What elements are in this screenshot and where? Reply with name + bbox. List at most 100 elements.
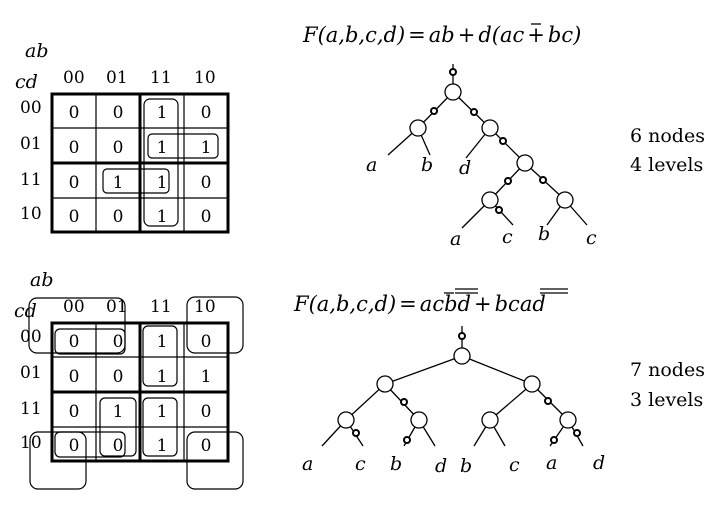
kmap-bottom-group-bcd (99, 397, 137, 457)
formula-top-text: F(a,b,c,d) = ab + d(ac + bc) (302, 23, 581, 47)
kmap-bottom-cell: 0 (201, 332, 212, 352)
kmap-top-cell: 0 (201, 207, 212, 227)
tree-node (481, 119, 499, 137)
kmap-bottom-cell: 0 (69, 367, 80, 387)
kmap-bottom-group-pair (54, 431, 126, 458)
kmap-bottom-cell: 0 (69, 402, 80, 422)
kmap-top-row-label: 01 (20, 134, 42, 154)
tree-bottom (321, 326, 584, 447)
tree-node (444, 83, 462, 101)
kmap-top-cell: 0 (201, 173, 212, 193)
tree-top-leaves: a b d a c b c (366, 154, 597, 250)
kmap-bottom-cell: 0 (201, 402, 212, 422)
tree-node (453, 347, 471, 365)
kmap-bottom-cell: 0 (201, 436, 212, 456)
tree-leaf: c (586, 227, 597, 249)
kmap-bottom-cell: 1 (113, 402, 124, 422)
kmap-top-group-abc-bar (147, 133, 219, 159)
tree-leaf: b (538, 223, 550, 245)
kmap-bottom-cell: 0 (113, 332, 124, 352)
kmap-bottom-cell: 1 (157, 436, 168, 456)
kmap-top-cell: 0 (69, 103, 80, 123)
tree-leaf: c (509, 454, 520, 476)
kmap-top-group-ab (143, 98, 179, 227)
kmap-top-row-label: 00 (20, 98, 42, 118)
kmap-top-row-var: ab (25, 40, 49, 62)
kmap-top-cell: 0 (69, 173, 80, 193)
tree-node (516, 154, 534, 172)
stats-bottom-nodes: 7 nodes (630, 359, 705, 381)
kmap-top-cell: 1 (113, 173, 124, 193)
formula-bottom: F(a,b,c,d) = acbd + bcad (293, 288, 568, 316)
kmap-top-cell: 1 (157, 207, 168, 227)
kmap-bottom-row-label: 01 (20, 363, 42, 383)
tree-node (376, 375, 394, 393)
tree-leaf: c (502, 226, 513, 248)
tree-leaf: d (459, 157, 471, 179)
kmap-top-col-label: 10 (194, 68, 216, 88)
kmap-bottom-cell: 0 (113, 436, 124, 456)
tree-node (410, 411, 428, 429)
kmap-bottom-row-label: 10 (20, 433, 42, 453)
kmap-bottom-group-ab (142, 397, 178, 457)
tree-node (556, 191, 574, 209)
kmap-top-cell: 0 (113, 103, 124, 123)
kmap-top-row-label: 10 (20, 204, 42, 224)
kmap-top-cell: 0 (201, 103, 212, 123)
kmap-bottom-cell: 1 (157, 332, 168, 352)
stats-top-levels: 4 levels (630, 154, 703, 176)
kmap-top-cell: 1 (201, 138, 212, 158)
tree-leaf: a (302, 453, 313, 475)
kmap-bottom-group-corner (186, 296, 244, 354)
stats-top-nodes: 6 nodes (630, 125, 705, 147)
tree-leaf: a (546, 452, 557, 474)
kmap-bottom-cell: 0 (113, 367, 124, 387)
tree-node (409, 119, 427, 137)
tree-leaf: d (593, 452, 605, 474)
kmap-top-col-label: 00 (63, 68, 85, 88)
kmap-bottom-group-corner (28, 297, 126, 354)
tree-node (337, 411, 355, 429)
kmap-bottom-row-var: ab (30, 269, 54, 291)
kmap-bottom-cell: 0 (69, 436, 80, 456)
kmap-bottom-col-label: 00 (63, 297, 85, 317)
kmap-bottom-group-corner (186, 431, 244, 490)
kmap-top-col-label: 11 (150, 68, 172, 88)
kmap-bottom-group-pair (54, 328, 126, 355)
kmap-top-cell: 0 (113, 207, 124, 227)
kmap-bottom-cell: 0 (69, 332, 80, 352)
tree-node (523, 375, 541, 393)
tree-leaf: d (435, 455, 447, 477)
kmap-top-cell: 1 (157, 173, 168, 193)
kmap-top-cell: 1 (157, 103, 168, 123)
stats-bottom-levels: 3 levels (630, 389, 703, 411)
tree-leaf: a (366, 154, 377, 176)
tree-leaf: c (355, 453, 366, 475)
kmap-bottom-row-label: 00 (20, 327, 42, 347)
kmap-bottom: ab cd 00 01 11 10 00 01 11 10 0 0 1 0 0 … (14, 269, 244, 490)
kmap-bottom-row-label: 11 (20, 399, 42, 419)
tree-node (481, 411, 499, 429)
tree-node (481, 191, 499, 209)
kmap-bottom-col-label: 01 (106, 297, 128, 317)
kmap-top-col-label: 01 (106, 68, 128, 88)
kmap-top-cell: 0 (69, 138, 80, 158)
kmap-bottom-cell: 1 (201, 367, 212, 387)
kmap-top-group-bcd (102, 168, 170, 194)
kmap-top-cell: 0 (69, 207, 80, 227)
kmap-top: ab cd 00 01 11 10 00 01 11 10 0 0 1 0 0 … (15, 40, 230, 234)
kmap-bottom-col-label: 10 (194, 297, 216, 317)
tree-leaf: b (390, 453, 402, 475)
tree-bottom-leaves: a c b d b c a d (302, 452, 605, 477)
kmap-top-cell: 1 (157, 138, 168, 158)
tree-node (559, 411, 577, 429)
kmap-bottom-cell: 1 (157, 402, 168, 422)
kmap-bottom-group-ab (142, 325, 178, 387)
kmap-bottom-col-label: 11 (150, 297, 172, 317)
tree-leaf: a (450, 228, 461, 250)
formula-top: F(a,b,c,d) = ab + d(ac + bc) (302, 23, 581, 47)
kmap-bottom-col-var: cd (14, 300, 37, 322)
formula-bottom-text: F(a,b,c,d) = acbd + bcad (293, 292, 546, 316)
kmap-top-cell: 0 (113, 138, 124, 158)
